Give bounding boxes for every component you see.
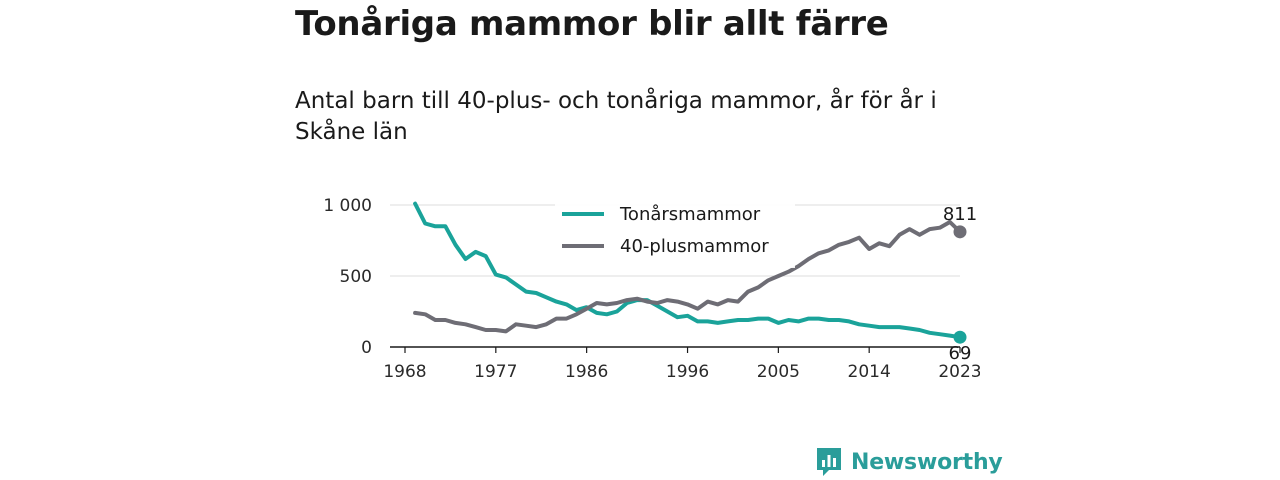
- end-point: [953, 330, 967, 344]
- legend-background: [555, 200, 795, 268]
- end-label: 69: [949, 343, 972, 364]
- x-tick-label: 2005: [757, 362, 800, 382]
- series-lines: [413, 201, 962, 340]
- series-line-40-plusmammor: [413, 220, 962, 334]
- x-tick-label: 2023: [938, 362, 980, 382]
- chart-subtitle: Antal barn till 40-plus- och tonåriga ma…: [295, 88, 937, 145]
- legend: Tonårsmammor 40-plusmammor: [555, 200, 795, 268]
- newsworthy-logo-text: Newsworthy: [851, 449, 1003, 475]
- y-tick-label: 1 000: [323, 196, 372, 216]
- x-tick-label: 1986: [565, 362, 608, 382]
- newsworthy-logo-icon: [817, 448, 841, 476]
- x-tick-label: 2014: [848, 362, 891, 382]
- y-tick-label: 0: [361, 338, 372, 358]
- line-chart: 0 500 1 000 1968 1977 1986 1996 2005 2014 2023 To…: [323, 196, 980, 382]
- chart-title: Tonåriga mammor blir allt färre: [295, 4, 889, 44]
- end-points: 69 811: [943, 204, 977, 364]
- end-label: 811: [943, 204, 977, 225]
- y-tick-label: 500: [340, 267, 372, 287]
- series-line-tonarsmammor: [413, 201, 962, 340]
- x-tick-label: 1996: [666, 362, 709, 382]
- axes: 0 500 1 000 1968 1977 1986 1996 2005 2014 2023: [323, 196, 980, 382]
- end-point: [953, 225, 967, 239]
- newsworthy-logo: Newsworthy: [815, 446, 1003, 478]
- legend-label: Tonårsmammor: [619, 204, 761, 225]
- x-tick-label: 1977: [474, 362, 517, 382]
- legend-label: 40-plusmammor: [620, 236, 769, 257]
- x-tick-label: 1968: [383, 362, 426, 382]
